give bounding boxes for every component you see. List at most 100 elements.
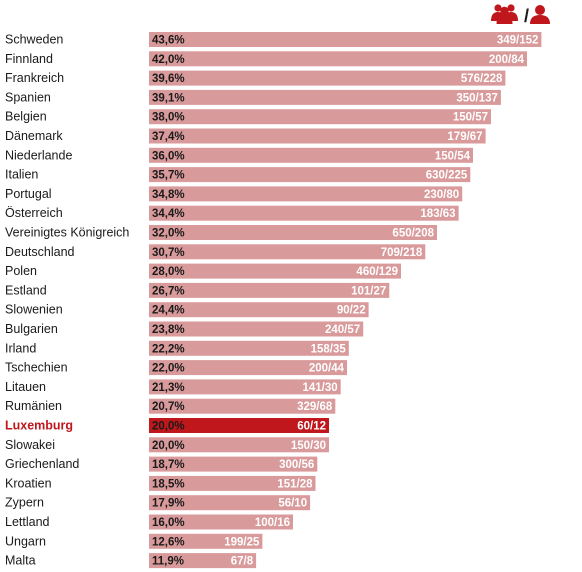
bar	[149, 321, 364, 337]
bar-row: Tschechien 22,0% 200/44	[5, 360, 347, 376]
percent-label: 26,7%	[152, 285, 185, 297]
ratio-label: 200/84	[489, 54, 525, 66]
percent-label: 12,6%	[152, 536, 185, 548]
ratio-label: 199/25	[224, 536, 260, 548]
ratio-label: 90/22	[337, 305, 366, 317]
bar	[149, 360, 347, 376]
bar	[149, 495, 311, 511]
bar-row: Lettland 16,0% 100/16	[5, 514, 293, 530]
ratio-label: 230/80	[424, 189, 459, 201]
percent-label: 39,6%	[152, 73, 185, 85]
percent-label: 42,0%	[152, 54, 185, 66]
ratio-label: 60/12	[297, 421, 326, 433]
country-label: Malta	[5, 554, 36, 568]
ratio-label: 630/225	[426, 170, 468, 182]
bar	[149, 128, 486, 144]
bar	[149, 340, 349, 356]
ratio-label: 650/208	[392, 228, 434, 240]
bar-row: Luxemburg 20,0% 60/12	[5, 418, 329, 433]
percent-label: 43,6%	[152, 35, 185, 47]
bar	[149, 186, 463, 202]
ratio-label: 200/44	[309, 363, 345, 375]
bar-row: Bulgarien 23,8% 240/57	[5, 321, 364, 337]
country-label: Deutschland	[5, 245, 75, 259]
percent-label: 20,0%	[152, 440, 185, 452]
bar-row: Slowenien 24,4% 90/22	[5, 302, 369, 318]
ratio-label: 151/28	[277, 478, 313, 490]
person-icon	[530, 5, 550, 24]
country-label: Niederlande	[5, 148, 72, 162]
country-label: Dänemark	[5, 129, 63, 143]
country-label: Finnland	[5, 52, 53, 66]
ratio-label: 179/67	[447, 131, 482, 143]
bar-row: Portugal 34,8% 230/80	[5, 186, 463, 202]
bar	[149, 437, 329, 453]
bar	[149, 244, 426, 260]
bar	[149, 553, 257, 569]
ratio-label: 349/152	[497, 35, 539, 47]
ratio-label: 300/56	[279, 459, 314, 471]
country-label: Griechenland	[5, 457, 79, 471]
bar	[149, 379, 341, 395]
country-label: Rumänien	[5, 399, 62, 413]
group-icon	[491, 4, 518, 24]
country-label: Italien	[5, 168, 38, 182]
percent-label: 22,2%	[152, 343, 185, 355]
percent-label: 28,0%	[152, 266, 185, 278]
bar	[149, 32, 542, 47]
bar-row: Niederlande 36,0% 150/54	[5, 147, 473, 163]
country-label: Bulgarien	[5, 322, 58, 336]
ratio-label: 709/218	[381, 247, 423, 259]
ratio-label: 158/35	[311, 343, 347, 355]
bar	[149, 109, 491, 125]
country-label: Portugal	[5, 187, 52, 201]
percent-label: 21,3%	[152, 382, 185, 394]
legend-separator: /	[524, 6, 529, 26]
country-label: Slowakei	[5, 438, 55, 452]
country-label: Österreich	[5, 206, 63, 220]
bar-row: Finnland 42,0% 200/84	[5, 51, 527, 67]
bar	[149, 205, 459, 221]
bar-row: Ungarn 12,6% 199/25	[5, 533, 263, 549]
bar	[149, 456, 318, 472]
ratio-label: 150/57	[453, 112, 488, 124]
percent-label: 37,4%	[152, 131, 185, 143]
bar	[149, 475, 316, 491]
country-label: Spanien	[5, 90, 51, 104]
bar	[149, 51, 527, 67]
ratio-label: 350/137	[456, 92, 498, 104]
percent-label: 39,1%	[152, 92, 185, 104]
ratio-label: 576/228	[461, 73, 503, 85]
bar-row: Kroatien 18,5% 151/28	[5, 475, 316, 491]
bar	[149, 302, 369, 318]
bar-row: Belgien 38,0% 150/57	[5, 109, 491, 125]
country-label: Estland	[5, 283, 47, 297]
bar	[149, 70, 506, 86]
bar-row: Griechenland 18,7% 300/56	[5, 456, 318, 472]
country-label: Kroatien	[5, 476, 52, 490]
bar-row: Frankreich 39,6% 576/228	[5, 70, 506, 86]
percent-label: 18,5%	[152, 478, 185, 490]
percent-label: 32,0%	[152, 228, 185, 240]
ratio-label: 183/63	[420, 208, 455, 220]
bar	[149, 225, 437, 240]
bar	[149, 514, 293, 530]
percent-label: 16,0%	[152, 517, 185, 529]
bar-row: Österreich 34,4% 183/63	[5, 205, 459, 221]
bar	[149, 418, 329, 433]
ratio-label: 141/30	[303, 382, 338, 394]
country-label: Slowenien	[5, 303, 63, 317]
bar-row: Schweden 43,6% 349/152	[5, 32, 542, 47]
bar-row: Slowakei 20,0% 150/30	[5, 437, 329, 453]
percent-label: 23,8%	[152, 324, 185, 336]
percent-label: 34,4%	[152, 208, 185, 220]
bar	[149, 147, 473, 163]
country-label: Luxemburg	[5, 419, 73, 433]
bar-row: Dänemark 37,4% 179/67	[5, 128, 486, 144]
bar-row: Italien 35,7% 630/225	[5, 167, 471, 183]
legend: /	[491, 4, 550, 26]
bar	[149, 263, 401, 279]
bar-row: Malta 11,9% 67/8	[5, 553, 257, 569]
